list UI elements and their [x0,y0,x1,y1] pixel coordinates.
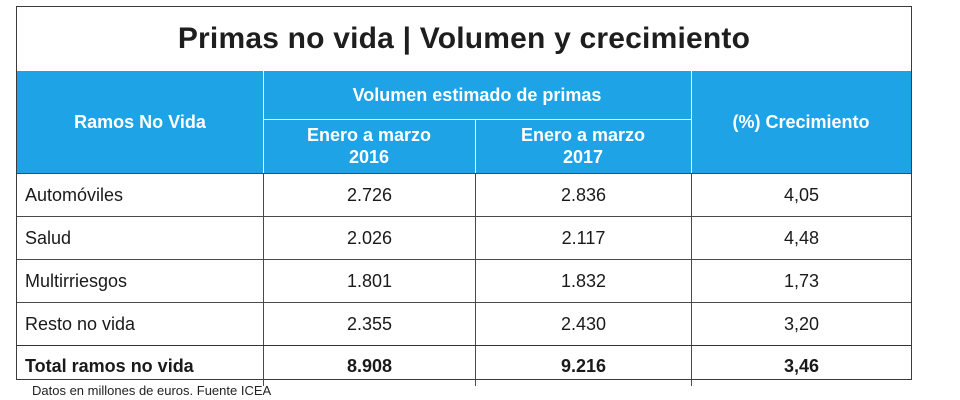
table-row: Salud 2.026 2.117 4,48 [17,216,911,259]
cell-2017: 2.430 [475,303,691,345]
cell-branch: Resto no vida [25,313,136,334]
cell-2016: 1.801 [263,260,475,302]
table-row: Automóviles 2.726 2.836 4,05 [17,173,911,216]
cell-branch: Automóviles [25,184,124,205]
cell-2017: 2.117 [475,217,691,259]
cell-growth: 1,73 [691,260,911,302]
table-row-total: Total ramos no vida 8.908 9.216 3,46 [17,345,911,386]
cell-2017: 9.216 [475,346,691,386]
cell-2017: 2.836 [475,174,691,216]
cell-2017: 1.832 [475,260,691,302]
footnote: Datos en millones de euros. Fuente ICEA [32,383,272,398]
header-growth: (%) Crecimiento [732,111,870,132]
table-body: Automóviles 2.726 2.836 4,05 Salud 2.026… [17,173,911,386]
header-2016: Enero a marzo 2016 [263,119,475,173]
header-volume-group: Volumen estimado de primas [352,84,602,105]
cell-2016: 8.908 [263,346,475,386]
cell-2016: 2.026 [263,217,475,259]
header-branch: Ramos No Vida [74,111,206,132]
table-header: Ramos No Vida Volumen estimado de primas… [17,71,911,173]
header-2016-line2: 2016 [348,147,390,167]
header-2016-line1: Enero a marzo [306,124,432,145]
cell-growth: 4,48 [691,217,911,259]
header-2017: Enero a marzo 2017 [475,119,691,173]
header-divider [263,119,691,120]
cell-branch: Total ramos no vida [25,355,194,376]
header-2017-line1: Enero a marzo [520,124,646,145]
cell-growth: 3,20 [691,303,911,345]
header-divider [691,71,692,173]
cell-growth: 3,46 [691,346,911,386]
cell-branch: Salud [25,227,72,248]
cell-branch: Multirriesgos [25,270,128,291]
table-row: Resto no vida 2.355 2.430 3,20 [17,302,911,345]
table-title: Primas no vida | Volumen y crecimiento [177,22,751,55]
cell-2016: 2.726 [263,174,475,216]
header-2017-line2: 2017 [562,147,604,167]
table-frame: Primas no vida | Volumen y crecimiento R… [16,6,912,386]
header-divider [475,119,476,173]
header-divider [263,71,264,173]
table-row: Multirriesgos 1.801 1.832 1,73 [17,259,911,302]
cell-2016: 2.355 [263,303,475,345]
cell-growth: 4,05 [691,174,911,216]
